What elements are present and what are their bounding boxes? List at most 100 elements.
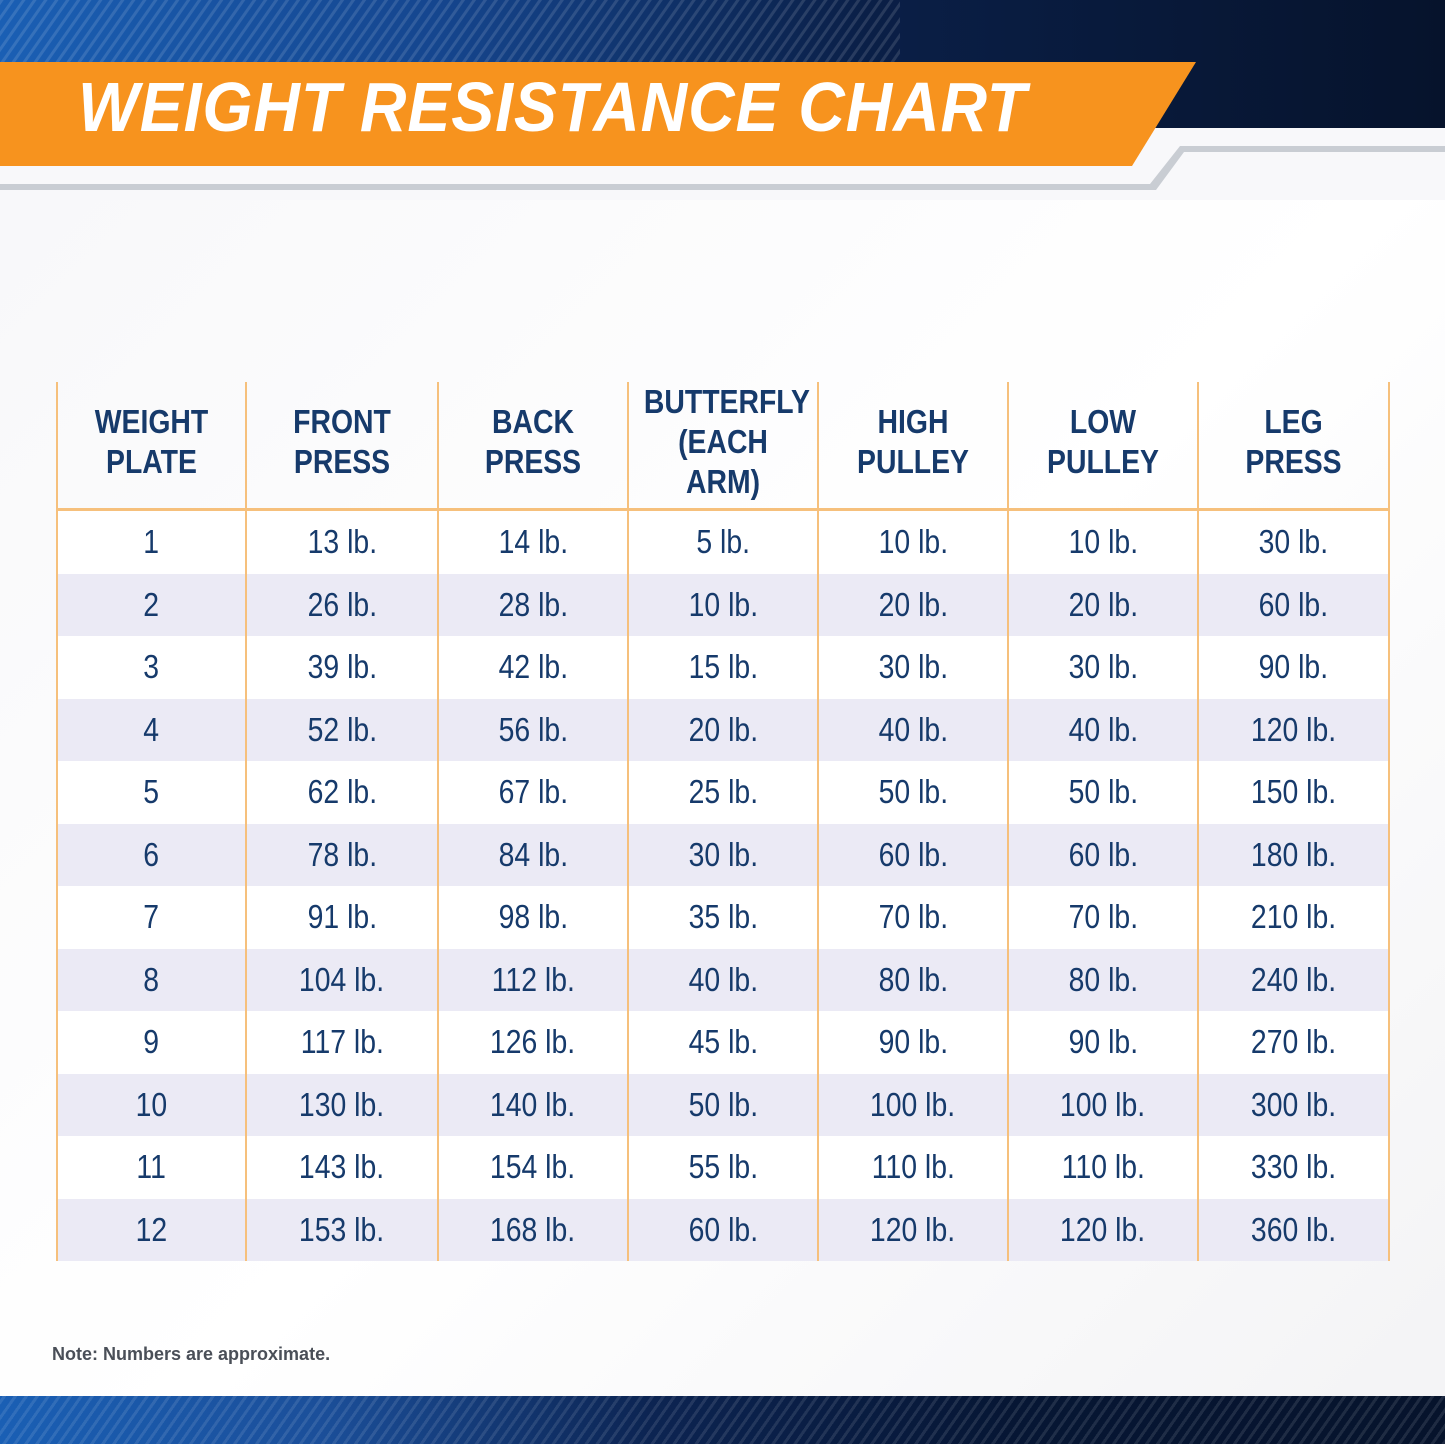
cell-value: 60 lb. [1258, 585, 1329, 623]
resistance-cell: 13 lb. [245, 509, 438, 574]
cell-value: 126 lb. [490, 1023, 576, 1061]
resistance-cell: 80 lb. [817, 948, 1008, 1011]
resistance-cell: 110 lb. [1007, 1136, 1198, 1199]
table-body: 1 13 lb. 14 lb. 5 lb. 10 lb. 10 lb. 30 lb. 2 26 … [56, 509, 1390, 1261]
cell-value: 330 lb. [1250, 1148, 1337, 1186]
resistance-cell: 60 lb. [627, 1198, 818, 1261]
resistance-cell: 150 lb. [1197, 761, 1390, 824]
weight-plate-cell: 2 [56, 573, 246, 636]
resistance-cell: 60 lb. [1197, 573, 1390, 636]
cell-value: 30 lb. [1258, 523, 1329, 561]
resistance-cell: 10 lb. [817, 509, 1008, 574]
cell-value: 110 lb. [1061, 1148, 1145, 1186]
cell-value: 117 lb. [300, 1023, 384, 1061]
cell-value: 42 lb. [498, 648, 568, 686]
cell-value: 40 lb. [688, 960, 758, 998]
cell-value: 35 lb. [688, 898, 758, 936]
cell-value: 10 lb. [688, 585, 758, 623]
cell-value: 150 lb. [1250, 773, 1337, 811]
resistance-cell: 168 lb. [437, 1198, 628, 1261]
cell-value: 270 lb. [1250, 1023, 1337, 1061]
resistance-cell: 40 lb. [627, 948, 818, 1011]
cell-value: 25 lb. [688, 773, 758, 811]
cell-value: 100 lb. [870, 1085, 956, 1123]
resistance-cell: 270 lb. [1197, 1011, 1390, 1074]
cell-value: 153 lb. [299, 1210, 385, 1248]
column-header-line1: FRONT [293, 403, 391, 440]
cell-value: 100 lb. [1060, 1085, 1146, 1123]
column-header-line1: BACK [492, 403, 574, 440]
cell-value: 62 lb. [307, 773, 377, 811]
resistance-cell: 100 lb. [1007, 1073, 1198, 1136]
header-banner [0, 0, 1445, 200]
column-header-line2: PRESS [484, 443, 582, 480]
cell-value: 12 [135, 1210, 168, 1248]
resistance-cell: 80 lb. [1007, 948, 1198, 1011]
resistance-cell: 360 lb. [1197, 1198, 1390, 1261]
resistance-cell: 100 lb. [817, 1073, 1008, 1136]
weight-plate-cell: 9 [56, 1011, 246, 1074]
resistance-cell: 30 lb. [627, 823, 818, 886]
table-row: 10 130 lb. 140 lb. 50 lb. 100 lb. 100 lb. 300 … [56, 1073, 1390, 1136]
column-header-line2: PRESS [293, 443, 391, 480]
weight-plate-cell: 3 [56, 636, 246, 699]
cell-value: 120 lb. [1060, 1210, 1146, 1248]
weight-plate-cell: 7 [56, 886, 246, 949]
resistance-cell: 90 lb. [1197, 636, 1390, 699]
cell-value: 50 lb. [878, 773, 948, 811]
cell-value: 6 [143, 835, 160, 873]
table-row: 4 52 lb. 56 lb. 20 lb. 40 lb. 40 lb. 120 lb. [56, 698, 1390, 761]
cell-value: 91 lb. [307, 898, 377, 936]
cell-value: 110 lb. [871, 1148, 955, 1186]
header-silver-edge [0, 146, 1445, 190]
column-header-line1: HIGH [877, 403, 949, 440]
cell-value: 40 lb. [878, 710, 948, 748]
cell-value: 5 lb. [696, 523, 750, 561]
cell-value: 98 lb. [498, 898, 568, 936]
resistance-cell: 14 lb. [437, 509, 628, 574]
resistance-cell: 55 lb. [627, 1136, 818, 1199]
resistance-cell: 60 lb. [1007, 823, 1198, 886]
resistance-cell: 10 lb. [627, 573, 818, 636]
cell-value: 90 lb. [1068, 1023, 1138, 1061]
cell-value: 80 lb. [878, 960, 948, 998]
cell-value: 154 lb. [490, 1148, 576, 1186]
cell-value: 15 lb. [688, 648, 758, 686]
resistance-cell: 56 lb. [437, 698, 628, 761]
resistance-cell: 50 lb. [817, 761, 1008, 824]
table-row: 8 104 lb. 112 lb. 40 lb. 80 lb. 80 lb. 240 lb. [56, 948, 1390, 1011]
weight-plate-cell: 10 [56, 1073, 246, 1136]
resistance-cell: 78 lb. [245, 823, 438, 886]
resistance-cell: 62 lb. [245, 761, 438, 824]
column-header-line2: PULLEY [857, 443, 969, 480]
resistance-cell: 50 lb. [627, 1073, 818, 1136]
cell-value: 28 lb. [498, 585, 568, 623]
resistance-cell: 104 lb. [245, 948, 438, 1011]
cell-value: 45 lb. [688, 1023, 758, 1061]
cell-value: 143 lb. [299, 1148, 385, 1186]
cell-value: 4 [143, 710, 160, 748]
resistance-cell: 120 lb. [1007, 1198, 1198, 1261]
column-header-line2: PLATE [106, 443, 197, 480]
resistance-cell: 40 lb. [817, 698, 1008, 761]
column-header: BACK PRESS [437, 382, 628, 511]
cell-value: 90 lb. [878, 1023, 948, 1061]
cell-value: 130 lb. [299, 1085, 385, 1123]
table-row: 9 117 lb. 126 lb. 45 lb. 90 lb. 90 lb. 270 lb. [56, 1011, 1390, 1074]
weight-plate-cell: 4 [56, 698, 246, 761]
resistance-cell: 40 lb. [1007, 698, 1198, 761]
resistance-cell: 42 lb. [437, 636, 628, 699]
resistance-cell: 20 lb. [1007, 573, 1198, 636]
cell-value: 11 [136, 1148, 167, 1186]
weight-plate-cell: 11 [56, 1136, 246, 1199]
weight-plate-cell: 8 [56, 948, 246, 1011]
column-header-line1: BUTTERFLY [643, 383, 810, 420]
column-header-line1: LEG [1264, 403, 1323, 440]
cell-value: 20 lb. [688, 710, 758, 748]
data-table: WEIGHT PLATE FRONT PRESS BACK PRESS BUTTERFLY(… [56, 382, 1390, 1261]
cell-value: 120 lb. [1250, 710, 1337, 748]
column-header-line1: WEIGHT [94, 403, 209, 440]
weight-plate-cell: 1 [56, 509, 246, 574]
column-header-line2: (EACH ARM) [678, 423, 768, 500]
